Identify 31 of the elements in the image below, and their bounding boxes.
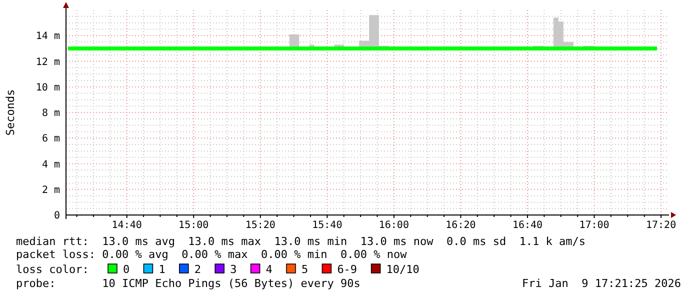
y-tick-label: 12 m [36, 56, 60, 68]
y-tick-label: 14 m [36, 31, 60, 42]
text: packet loss: 0.00 % avg 0.00 % max 0.00 % min 0.00 % now [16, 248, 408, 261]
legend-label: 6-9 [337, 263, 358, 276]
x-tick-label: 16:00 [378, 220, 409, 231]
y-tick-label: 4 m [42, 159, 60, 170]
x-tick-label: 17:00 [579, 220, 610, 231]
x-tick-label: 16:20 [446, 220, 476, 231]
legend-label: 1 [158, 263, 166, 276]
y-axis-title: Seconds [4, 89, 17, 136]
x-tick-label: 15:40 [312, 220, 342, 231]
text: Fri Jan 9 17:21:25 2026 [522, 277, 681, 290]
y-tick-label: 0 [54, 210, 60, 222]
x-tick-label: 14:40 [112, 220, 142, 231]
x-tick-label: 17:20 [646, 220, 676, 231]
legend-label: 10/10 [386, 263, 420, 276]
y-tick-label: 6 m [42, 134, 60, 145]
legend-label: 4 [266, 263, 273, 276]
legend-label: 5 [302, 263, 308, 276]
y-tick-label: 10 m [36, 82, 60, 94]
legend-label: 2 [194, 263, 202, 276]
text: probe: 10 ICMP Echo Pings (56 Bytes) every 90s [16, 277, 360, 290]
text: median rtt: 13.0 ms avg 13.0 ms max 13.0 ms min 13.0 ms now 0.0 ms sd 1.1 k am/s [16, 235, 586, 248]
legend-label: 3 [230, 263, 237, 276]
y-tick-label: 2 m [42, 184, 60, 196]
legend-title: loss color: [16, 263, 89, 276]
y-tick-label: 8 m [42, 108, 60, 119]
x-tick-label: 15:20 [245, 220, 276, 231]
x-tick-label: 16:40 [512, 220, 543, 231]
legend-label: 0 [123, 263, 130, 276]
x-tick-label: 15:00 [178, 220, 209, 231]
